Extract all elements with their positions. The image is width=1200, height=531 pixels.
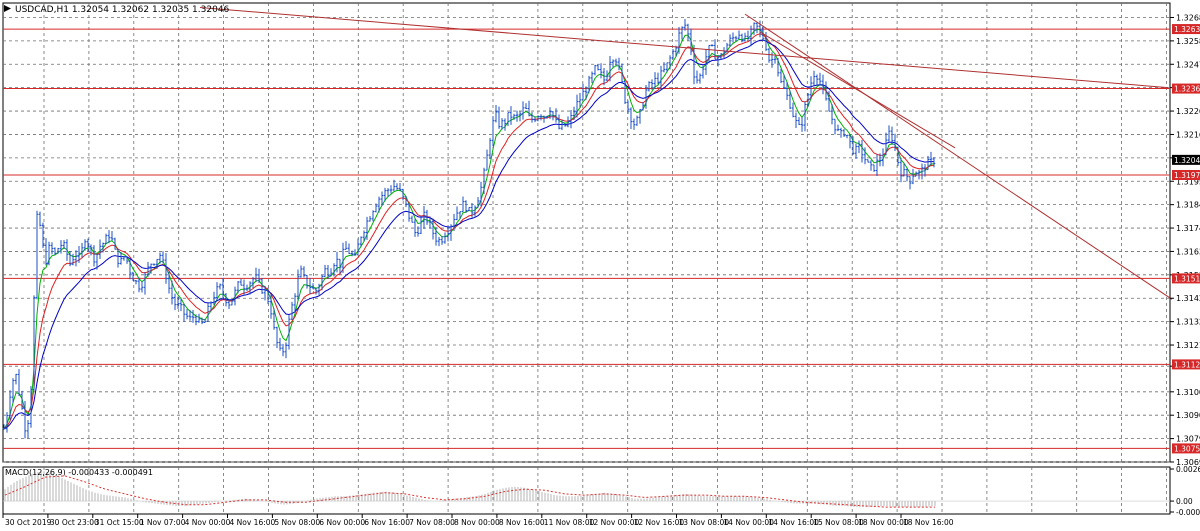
price-tick-label: 1.31635 <box>1176 247 1200 256</box>
time-tick-label: 14 Nov 00:00 <box>723 518 774 527</box>
time-tick-label: 8 Nov 16:00 <box>499 518 545 527</box>
time-tick-label: 30 Oct 2019 <box>5 518 52 527</box>
time-tick-label: 12 Nov 00:00 <box>589 518 640 527</box>
time-tick-label: 8 Nov 00:00 <box>454 518 500 527</box>
price-tick-label: 1.31740 <box>1176 224 1200 233</box>
price-bars <box>2 19 936 439</box>
time-tick-label: 1 Nov 07:00 <box>140 518 186 527</box>
horizontal-levels <box>3 28 1170 449</box>
time-tick-label: 4 Nov 00:00 <box>185 518 231 527</box>
time-tick-label: 13 Nov 08:00 <box>679 518 730 527</box>
price-tick-label: 1.32580 <box>1176 37 1200 46</box>
time-tick-label: 11 Nov 08:00 <box>544 518 595 527</box>
trendlines <box>199 6 1173 300</box>
price-tick-label: 1.31215 <box>1176 341 1200 350</box>
price-axis: 1.326851.325801.324751.323701.322651.321… <box>1170 13 1200 467</box>
symbol-header: USDCAD,H1 1.32054 1.32062 1.32035 1.3204… <box>15 5 230 15</box>
time-tick-label: 6 Nov 00:00 <box>319 518 365 527</box>
level-price-label: 1.31514 <box>1174 274 1200 283</box>
time-tick-label: 18 Nov 16:00 <box>903 518 954 527</box>
price-tick-label: 1.31320 <box>1176 318 1200 327</box>
time-tick-label: 7 Nov 08:00 <box>409 518 455 527</box>
macd-scale-label: -0.000911 <box>1176 508 1200 517</box>
level-price-tag <box>1172 24 1200 35</box>
level-price-label: 1.31978 <box>1174 171 1200 180</box>
level-price-tag <box>1172 273 1200 284</box>
macd-panel: 0.002676 0.00 -0.000911 <box>3 465 1200 517</box>
trendline-3 <box>759 31 956 149</box>
price-tick-label: 1.32685 <box>1176 13 1200 22</box>
level-price-label: 1.32633 <box>1174 25 1200 34</box>
chart-menu-arrow-icon[interactable] <box>4 5 11 12</box>
time-tick-label: 15 Nov 08:00 <box>813 518 864 527</box>
level-price-tag <box>1172 83 1200 94</box>
macd-scale-label: 0.002676 <box>1176 465 1200 474</box>
trendline-1 <box>199 6 1169 89</box>
price-tick-label: 1.30900 <box>1176 411 1200 420</box>
time-tick-label: 14 Nov 16:00 <box>768 518 819 527</box>
price-tick-label: 1.32265 <box>1176 107 1200 116</box>
current-price-tag <box>1172 154 1200 165</box>
price-tick-label: 1.31005 <box>1176 388 1200 397</box>
macd-scale-label: 0.00 <box>1176 497 1193 506</box>
moving-average-line-3 <box>3 39 935 430</box>
level-price-label: 1.31128 <box>1174 360 1200 369</box>
time-tick-label: 31 Oct 15:00 <box>95 518 144 527</box>
time-tick-label: 18 Nov 00:00 <box>858 518 909 527</box>
time-tick-label: 4 Nov 16:00 <box>230 518 276 527</box>
time-tick-label: 5 Nov 08:00 <box>274 518 320 527</box>
price-tick-label: 1.31425 <box>1176 294 1200 303</box>
time-tick-label: 30 Oct 23:00 <box>50 518 99 527</box>
price-tick-label: 1.31845 <box>1176 201 1200 210</box>
macd-signal-line <box>4 475 935 508</box>
level-price-tag <box>1172 443 1200 454</box>
grid <box>2 2 1171 515</box>
price-tick-label: 1.30690 <box>1176 458 1200 467</box>
macd-header: MACD(12,26,9) -0.000433 -0.000491 <box>5 468 153 477</box>
level-price-tag <box>1172 170 1200 181</box>
time-tick-label: 12 Nov 16:00 <box>634 518 685 527</box>
price-tick-label: 1.30795 <box>1176 435 1200 444</box>
trendline-2 <box>744 13 1173 300</box>
price-tick-label: 1.31950 <box>1176 177 1200 186</box>
time-tick-label: 6 Nov 16:00 <box>364 518 410 527</box>
level-price-label: 1.32366 <box>1174 85 1200 94</box>
price-tick-label: 1.32475 <box>1176 60 1200 69</box>
level-price-tag <box>1172 359 1200 370</box>
current-price-label: 1.32046 <box>1174 156 1200 165</box>
price-tick-label: 1.32160 <box>1176 130 1200 139</box>
